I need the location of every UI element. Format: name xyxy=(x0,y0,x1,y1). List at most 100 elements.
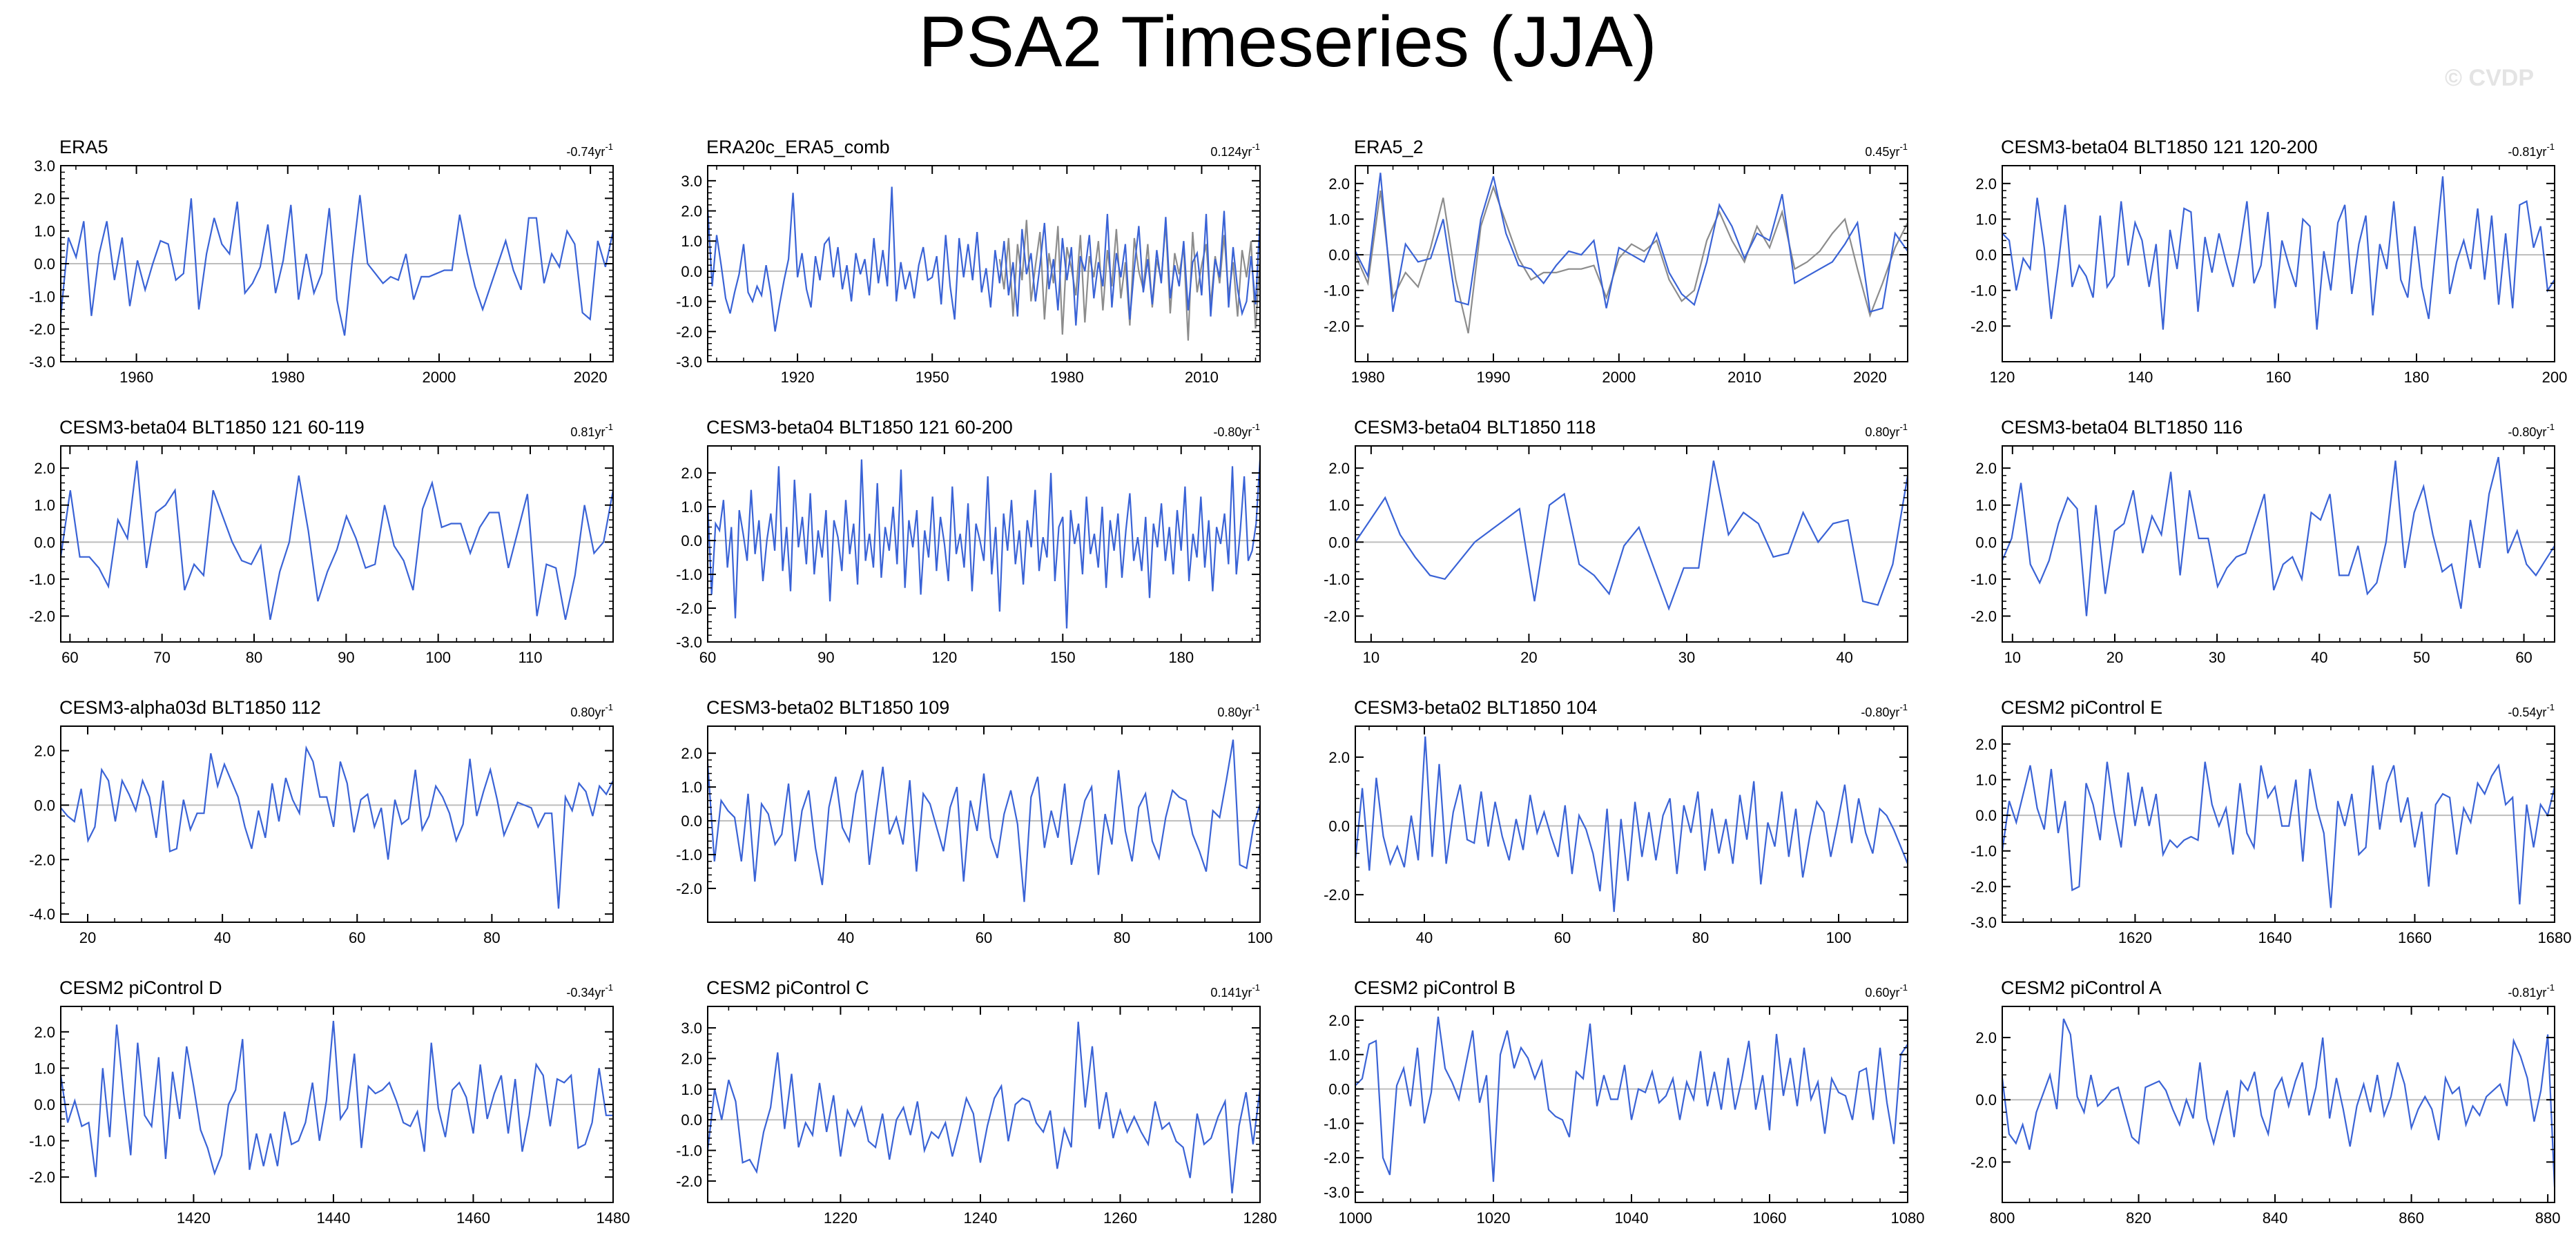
y-tick-label: 1.0 xyxy=(1975,771,1997,788)
panel-title: CESM2 piControl E xyxy=(2001,697,2162,718)
trend-value: -0.80yr xyxy=(1213,425,1252,439)
y-tick-label: 1.0 xyxy=(1975,211,1997,228)
y-tick-label: 2.0 xyxy=(1328,749,1350,766)
series-line xyxy=(2001,456,2555,616)
y-tick-label: 1.0 xyxy=(681,779,702,796)
plot-frame xyxy=(707,165,1261,362)
trend-exponent: -1 xyxy=(1252,422,1260,432)
x-tick-label: 1660 xyxy=(2398,929,2432,946)
x-tick-label: 30 xyxy=(1678,649,1695,666)
y-tick-label: 0.0 xyxy=(1975,807,1997,824)
x-tick-label: 2010 xyxy=(1727,369,1761,386)
x-tick-label: 800 xyxy=(1990,1209,2015,1227)
x-tick-label: 60 xyxy=(349,929,365,946)
y-tick-label: 2.0 xyxy=(681,1050,702,1067)
y-tick-label: 1.0 xyxy=(681,233,702,250)
y-tick-label: -2.0 xyxy=(1970,318,1997,335)
x-tick-label: 60 xyxy=(976,929,992,946)
y-tick-label: -3.0 xyxy=(676,634,702,651)
series-line xyxy=(1355,1016,1908,1182)
series-line xyxy=(706,186,1261,332)
series-line xyxy=(2001,761,2556,908)
y-tick-label: -3.0 xyxy=(29,353,55,371)
x-tick-label: 180 xyxy=(2404,369,2430,386)
chart-panel-2: ERA20c_ERA5_comb 0.124yr-1 -3.0 -2.0 -1.0 0.0… xyxy=(676,137,1261,386)
x-tick-label: 20 xyxy=(1520,649,1537,666)
trend-label: -0.54yr-1 xyxy=(2508,702,2555,719)
panel-title: CESM2 piControl D xyxy=(59,977,222,998)
y-tick-label: 1.0 xyxy=(34,497,55,514)
y-tick-label: 2.0 xyxy=(681,465,702,482)
y-tick-label: 2.0 xyxy=(34,1024,55,1041)
y-tick-label: 0.0 xyxy=(681,532,702,549)
chart-panel-16: CESM2 piControl A -0.81yr-1 -2.0 0.0 2.0 800 8… xyxy=(1970,977,2560,1227)
x-tick-label: 1440 xyxy=(316,1209,350,1227)
y-tick-label: 2.0 xyxy=(681,745,702,762)
trend-exponent: -1 xyxy=(2546,982,2555,993)
y-tick-label: 0.0 xyxy=(681,812,702,830)
x-tick-label: 1480 xyxy=(597,1209,630,1227)
panel-title: CESM3-beta04 BLT1850 118 xyxy=(1354,417,1596,438)
y-tick-label: -1.0 xyxy=(676,846,702,864)
chart-panel-8: CESM3-beta04 BLT1850 116 -0.80yr-1 -2.0 -1.… xyxy=(1970,417,2555,666)
y-tick-label: -2.0 xyxy=(1324,607,1350,625)
plot-frame xyxy=(2002,445,2555,643)
x-tick-label: 860 xyxy=(2399,1209,2424,1227)
y-tick-label: -1.0 xyxy=(29,1133,55,1150)
y-tick-label: 1.0 xyxy=(1328,211,1350,228)
x-tick-label: 1460 xyxy=(456,1209,490,1227)
x-tick-label: 2020 xyxy=(574,369,608,386)
y-tick-label: -2.0 xyxy=(1324,886,1350,904)
y-tick-label: -2.0 xyxy=(1324,1149,1350,1167)
chart-panel-11: CESM3-beta02 BLT1850 104 -0.80yr-1 -2.0 0.0… xyxy=(1324,697,1909,946)
y-tick-label: 2.0 xyxy=(1328,175,1350,193)
y-tick-label: -1.0 xyxy=(1970,571,1997,588)
trend-exponent: -1 xyxy=(2546,422,2555,432)
chart-panel-12: CESM2 piControl E -0.54yr-1 -3.0 -2.0 -1.0 0.… xyxy=(1970,697,2571,946)
x-tick-label: 80 xyxy=(246,649,262,666)
x-tick-label: 820 xyxy=(2126,1209,2151,1227)
chart-panel-9: CESM3-alpha03d BLT1850 112 0.80yr-1 -4.0 -2… xyxy=(29,697,614,946)
y-tick-label: 2.0 xyxy=(1975,736,1997,753)
y-tick-label: 1.0 xyxy=(1328,497,1350,514)
y-tick-label: 1.0 xyxy=(681,498,702,516)
x-tick-label: 200 xyxy=(2542,369,2568,386)
chart-panel-6: CESM3-beta04 BLT1850 121 60-200 -0.80yr-1… xyxy=(676,417,1261,666)
panel-title: CESM3-beta02 BLT1850 104 xyxy=(1354,697,1597,718)
x-tick-label: 40 xyxy=(837,929,854,946)
y-tick-label: -2.0 xyxy=(29,607,55,625)
x-tick-label: 1020 xyxy=(1477,1209,1511,1227)
x-tick-label: 80 xyxy=(1114,929,1130,946)
plot-frame xyxy=(707,445,1261,643)
x-tick-label: 1990 xyxy=(1477,369,1511,386)
trend-label: 0.45yr-1 xyxy=(1865,142,1908,159)
chart-panel-13: CESM2 piControl D -0.34yr-1 -2.0 -1.0 0.0 1.0… xyxy=(29,977,630,1227)
x-tick-label: 120 xyxy=(931,649,957,666)
panel-title: CESM2 piControl C xyxy=(706,977,869,998)
plot-frame xyxy=(60,725,614,923)
x-tick-label: 150 xyxy=(1050,649,1076,666)
x-tick-label: 100 xyxy=(1826,929,1852,946)
x-tick-label: 100 xyxy=(425,649,451,666)
y-tick-label: -1.0 xyxy=(1324,282,1350,300)
trend-value: 0.141yr xyxy=(1210,986,1252,1000)
x-tick-label: 40 xyxy=(2311,649,2327,666)
trend-exponent: -1 xyxy=(1899,702,1908,712)
y-tick-label: -3.0 xyxy=(1970,914,1997,931)
y-tick-label: 0.0 xyxy=(34,255,55,273)
y-tick-label: -1.0 xyxy=(1324,1115,1350,1132)
y-tick-label: -4.0 xyxy=(29,906,55,923)
trend-exponent: -1 xyxy=(605,142,613,152)
chart-panel-1: ERA5 -0.74yr-1 -3.0 -2.0 -1.0 0.0 1.0 2.0 3.0 196… xyxy=(29,137,614,386)
y-tick-label: -1.0 xyxy=(29,571,55,588)
trend-exponent: -1 xyxy=(1252,702,1260,712)
x-tick-label: 110 xyxy=(518,649,542,666)
panel-title: CESM3-beta04 BLT1850 121 60-119 xyxy=(59,417,365,438)
x-tick-label: 140 xyxy=(2128,369,2153,386)
y-tick-label: 0.0 xyxy=(34,534,55,551)
panel-title: CESM3-alpha03d BLT1850 112 xyxy=(59,697,321,718)
y-tick-label: -2.0 xyxy=(1324,318,1350,335)
y-tick-label: 2.0 xyxy=(34,460,55,477)
panel-title: CESM3-beta04 BLT1850 121 60-200 xyxy=(706,417,1013,438)
trend-value: 0.124yr xyxy=(1210,145,1252,159)
